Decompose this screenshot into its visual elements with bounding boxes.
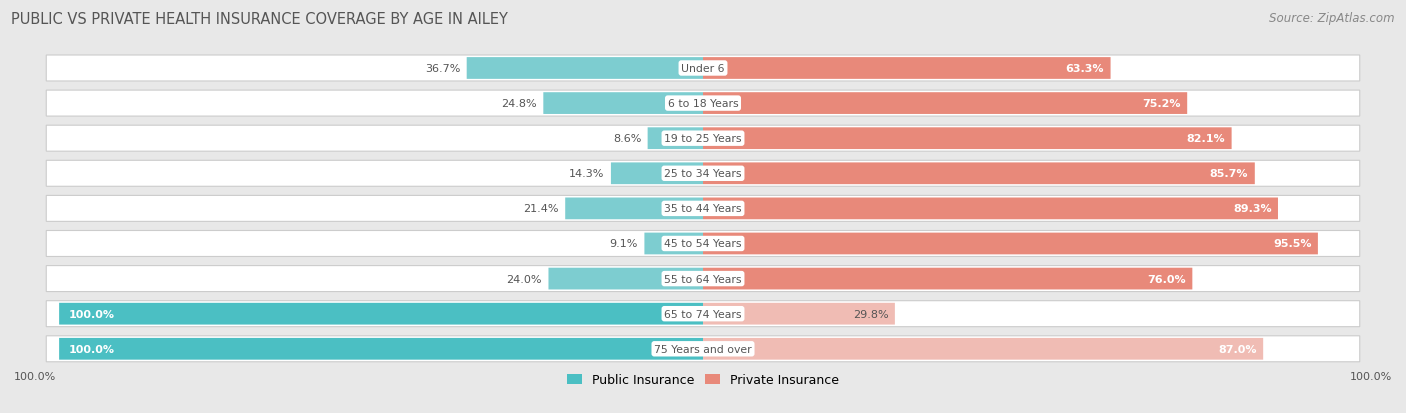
FancyBboxPatch shape — [46, 301, 1360, 327]
Text: Source: ZipAtlas.com: Source: ZipAtlas.com — [1270, 12, 1395, 25]
Text: 14.3%: 14.3% — [569, 169, 605, 179]
Text: 85.7%: 85.7% — [1209, 169, 1249, 179]
FancyBboxPatch shape — [46, 126, 1360, 152]
FancyBboxPatch shape — [46, 91, 1360, 117]
FancyBboxPatch shape — [46, 336, 1360, 362]
FancyBboxPatch shape — [703, 93, 1187, 115]
FancyBboxPatch shape — [46, 231, 1360, 257]
Text: 9.1%: 9.1% — [610, 239, 638, 249]
Text: 36.7%: 36.7% — [425, 64, 460, 74]
Text: 63.3%: 63.3% — [1066, 64, 1104, 74]
Text: 65 to 74 Years: 65 to 74 Years — [664, 309, 742, 319]
FancyBboxPatch shape — [703, 303, 894, 325]
Text: 45 to 54 Years: 45 to 54 Years — [664, 239, 742, 249]
FancyBboxPatch shape — [46, 56, 1360, 82]
FancyBboxPatch shape — [46, 161, 1360, 187]
Text: 75.2%: 75.2% — [1142, 99, 1181, 109]
FancyBboxPatch shape — [565, 198, 703, 220]
Text: 76.0%: 76.0% — [1147, 274, 1185, 284]
Text: 24.0%: 24.0% — [506, 274, 543, 284]
Text: 95.5%: 95.5% — [1272, 239, 1312, 249]
Text: 82.1%: 82.1% — [1187, 134, 1225, 144]
Text: 24.8%: 24.8% — [502, 99, 537, 109]
FancyBboxPatch shape — [644, 233, 703, 255]
Text: 29.8%: 29.8% — [853, 309, 889, 319]
FancyBboxPatch shape — [703, 128, 1232, 150]
Text: 19 to 25 Years: 19 to 25 Years — [664, 134, 742, 144]
Text: 8.6%: 8.6% — [613, 134, 641, 144]
Text: 75 Years and over: 75 Years and over — [654, 344, 752, 354]
FancyBboxPatch shape — [46, 266, 1360, 292]
FancyBboxPatch shape — [703, 268, 1192, 290]
FancyBboxPatch shape — [703, 163, 1254, 185]
FancyBboxPatch shape — [59, 338, 703, 360]
FancyBboxPatch shape — [703, 338, 1263, 360]
Legend: Public Insurance, Private Insurance: Public Insurance, Private Insurance — [562, 368, 844, 391]
Text: 100.0%: 100.0% — [69, 309, 115, 319]
Text: 21.4%: 21.4% — [523, 204, 558, 214]
FancyBboxPatch shape — [703, 58, 1111, 80]
Text: 89.3%: 89.3% — [1233, 204, 1271, 214]
Text: 100.0%: 100.0% — [14, 371, 56, 381]
Text: 35 to 44 Years: 35 to 44 Years — [664, 204, 742, 214]
FancyBboxPatch shape — [648, 128, 703, 150]
FancyBboxPatch shape — [543, 93, 703, 115]
Text: 6 to 18 Years: 6 to 18 Years — [668, 99, 738, 109]
Text: PUBLIC VS PRIVATE HEALTH INSURANCE COVERAGE BY AGE IN AILEY: PUBLIC VS PRIVATE HEALTH INSURANCE COVER… — [11, 12, 508, 27]
Text: Under 6: Under 6 — [682, 64, 724, 74]
FancyBboxPatch shape — [703, 233, 1317, 255]
FancyBboxPatch shape — [612, 163, 703, 185]
FancyBboxPatch shape — [46, 196, 1360, 222]
FancyBboxPatch shape — [467, 58, 703, 80]
Text: 55 to 64 Years: 55 to 64 Years — [664, 274, 742, 284]
FancyBboxPatch shape — [703, 198, 1278, 220]
Text: 25 to 34 Years: 25 to 34 Years — [664, 169, 742, 179]
Text: 87.0%: 87.0% — [1218, 344, 1257, 354]
Text: 100.0%: 100.0% — [1350, 371, 1392, 381]
Text: 100.0%: 100.0% — [69, 344, 115, 354]
FancyBboxPatch shape — [59, 303, 703, 325]
FancyBboxPatch shape — [548, 268, 703, 290]
